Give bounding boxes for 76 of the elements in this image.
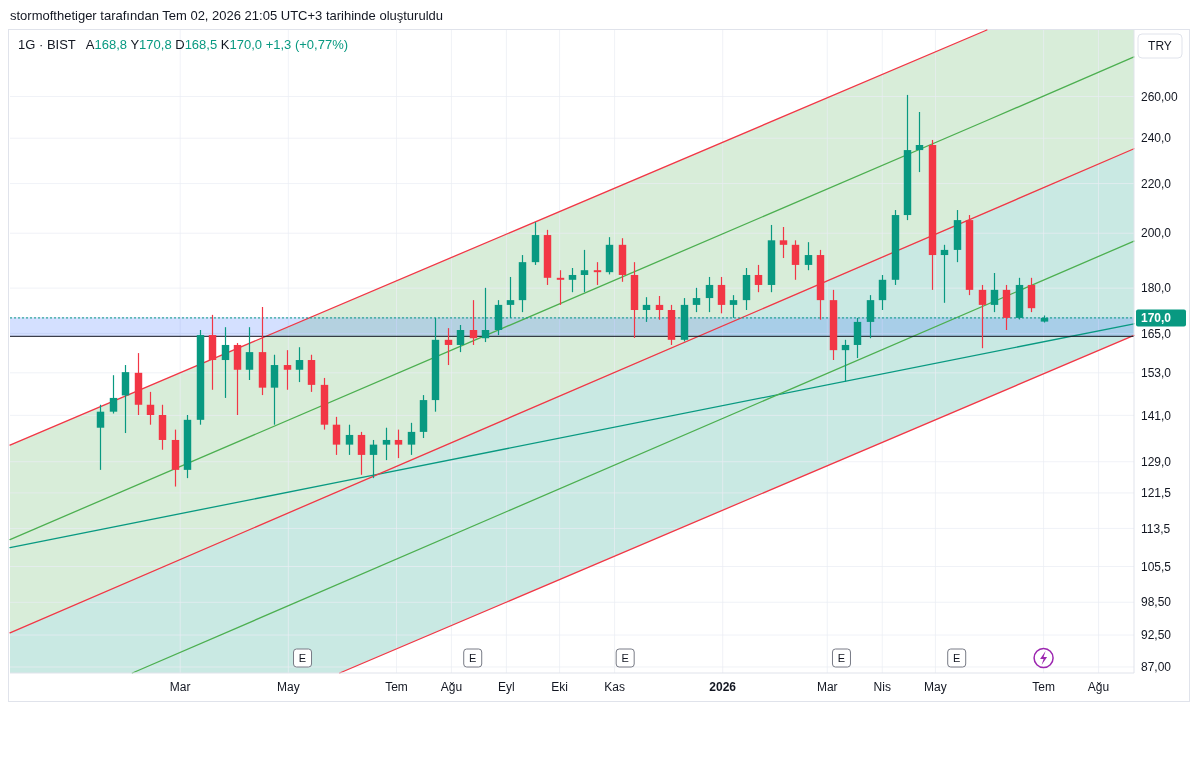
x-tick-label: Kas [604, 680, 625, 694]
text: 1G · BIST [18, 37, 76, 52]
candlestick [382, 427, 391, 461]
candlestick [978, 284, 987, 349]
candlestick [221, 326, 230, 399]
x-tick-label: Ağu [440, 680, 463, 694]
y-tick-label: 98,50 [1141, 595, 1172, 610]
candlestick [705, 276, 714, 313]
candlestick [717, 276, 726, 314]
candlestick [295, 346, 304, 383]
x-tick-label: May [924, 680, 947, 694]
y-tick-label: 165,0 [1141, 326, 1172, 341]
candlestick [593, 261, 602, 286]
candlestick [407, 422, 416, 456]
annotation: E [298, 651, 307, 664]
y-tick-label: 240,0 [1141, 131, 1172, 146]
candlestick [878, 274, 887, 311]
y-tick-label: 121,5 [1141, 486, 1172, 501]
candlestick [394, 429, 403, 459]
y-tick-label: 129,0 [1141, 454, 1172, 469]
candlestick [245, 326, 254, 381]
y-tick-label: 105,5 [1141, 559, 1172, 574]
ref-line-label: 170,0 [1141, 311, 1172, 326]
candlestick [754, 264, 763, 293]
candlestick [270, 354, 279, 426]
candlestick [915, 111, 924, 173]
candlestick [568, 267, 577, 293]
x-tick-label: Mar [816, 680, 838, 694]
candlestick [779, 226, 788, 259]
candlestick [345, 424, 354, 456]
candlestick [332, 416, 341, 456]
y-tick-label: 92,50 [1141, 628, 1172, 643]
text: stormofthetiger tarafından Tem 02, 2026 21:05 UTC+3 tarihinde oluşturuldu [10, 8, 443, 23]
candlestick [369, 439, 378, 479]
candlestick [804, 241, 813, 271]
candlestick [146, 391, 155, 426]
candlestick [556, 269, 565, 306]
candlestick [96, 404, 105, 471]
x-tick-label: Tem [385, 680, 408, 694]
candlestick [283, 349, 292, 391]
y-tick-label: 220,0 [1141, 176, 1172, 191]
candlestick [655, 295, 664, 321]
candlestick [990, 272, 999, 313]
candlestick [444, 327, 453, 366]
x-tick-label: Eyl [498, 680, 515, 694]
y-tick-label: 180,0 [1141, 281, 1172, 296]
x-tick-label: Tem [1032, 680, 1055, 694]
y-tick-label: 200,0 [1141, 226, 1172, 241]
annotation: E [469, 651, 477, 664]
y-tick-label: 141,0 [1141, 408, 1172, 423]
candlestick [357, 431, 366, 476]
candlestick [1027, 277, 1036, 313]
x-tick-label: Ağu [1087, 680, 1110, 694]
x-tick-label: May [277, 680, 300, 694]
y-tick-label: 113,5 [1141, 521, 1171, 536]
candlestick [121, 364, 130, 434]
candlestick [791, 239, 800, 281]
y-axis-title: TRY [1148, 39, 1172, 54]
x-tick-label: Nis [873, 680, 891, 694]
y-tick-label: 260,00 [1141, 89, 1179, 104]
y-tick-label: 153,0 [1141, 366, 1172, 381]
x-tick-label: 2026 [709, 680, 737, 694]
candlestick [841, 339, 850, 383]
text: A168,8 Y170,8 D168,5 K170,0 +1,3 (+0,77%) [85, 37, 349, 52]
annotation: E [837, 651, 846, 664]
x-tick-label: Mar [169, 680, 191, 694]
y-tick-label: 87,00 [1141, 660, 1172, 675]
candlestick [469, 299, 478, 346]
x-tick-label: Eki [551, 680, 568, 694]
candlestick [456, 324, 465, 353]
annotation: E [953, 651, 961, 664]
annotation: E [621, 651, 629, 664]
candlestick [109, 374, 118, 415]
candlestick [692, 287, 701, 313]
candlestick [940, 244, 949, 304]
candlestick [580, 249, 589, 293]
